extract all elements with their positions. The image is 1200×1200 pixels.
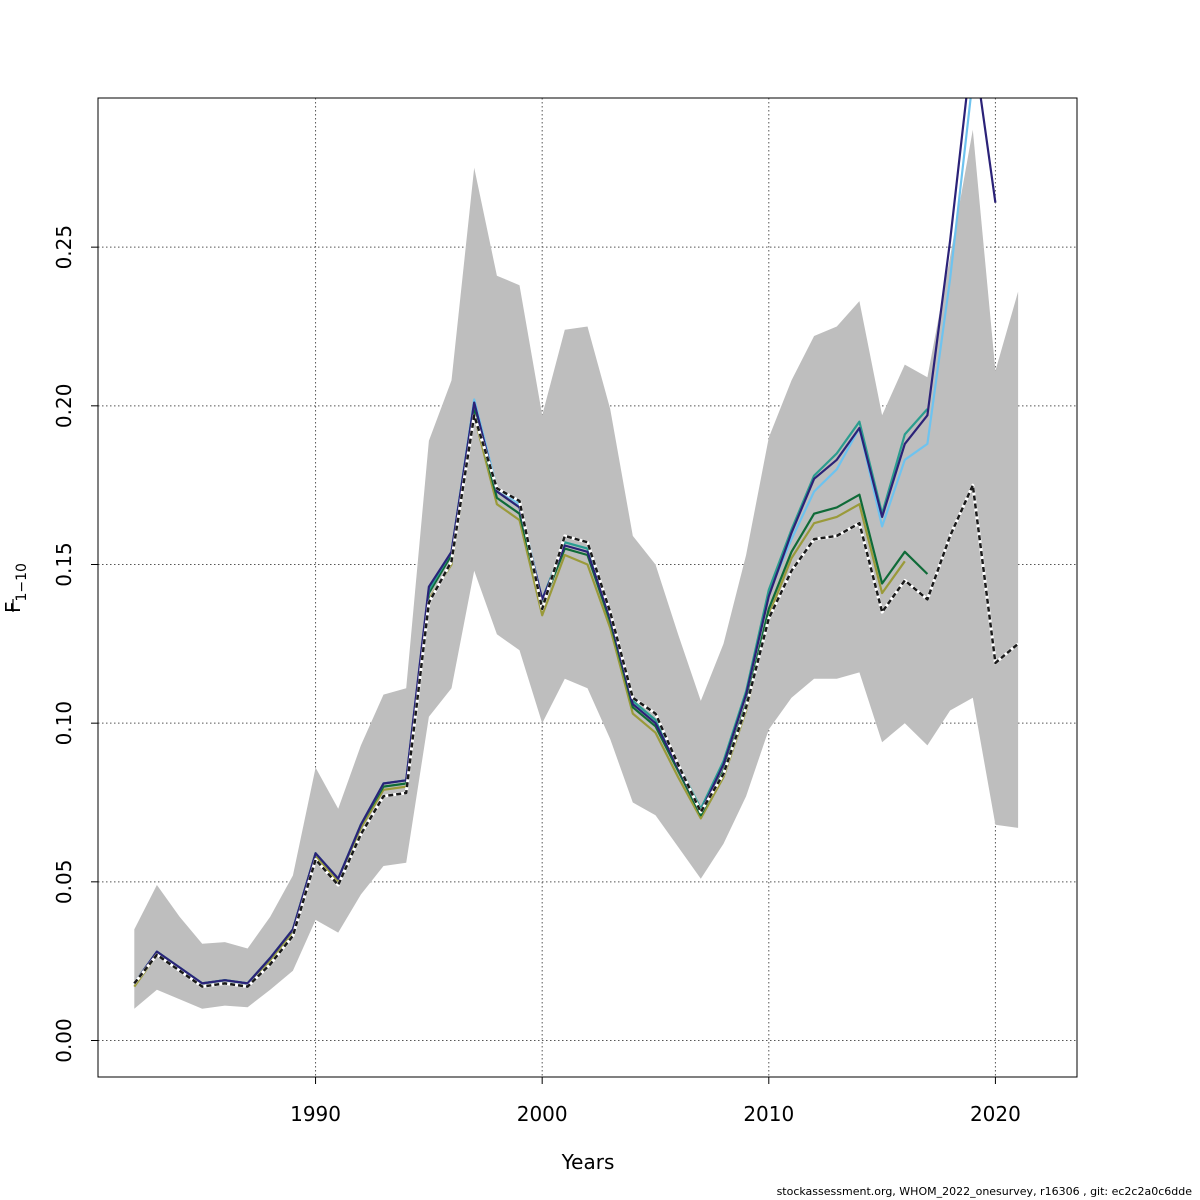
y-tick-label: 0.20: [52, 384, 76, 429]
x-axis-title: Years: [561, 1150, 615, 1174]
series-line: [133, 98, 997, 985]
y-axis: 0.00 0.05 0.10 0.15 0.20 0.25: [52, 225, 98, 1063]
svg-text:F1−10: F1−10: [1, 563, 30, 613]
y-axis-title-main: F: [1, 601, 25, 613]
confidence-band: [134, 129, 1019, 1009]
y-tick-label: 0.05: [52, 860, 76, 905]
x-axis: 1990 2000 2010 2020: [290, 1077, 1021, 1126]
y-axis-title: F1−10: [1, 563, 30, 613]
plot-frame: [97, 97, 1078, 1078]
y-tick-label: 0.25: [52, 225, 76, 270]
confidence-band-layer: [134, 129, 1019, 1009]
y-axis-title-sub: 1−10: [14, 563, 30, 601]
x-tick-label: 2010: [743, 1102, 794, 1126]
y-tick-label: 0.00: [52, 1018, 76, 1063]
x-tick-label: 2020: [970, 1102, 1021, 1126]
x-tick-label: 2000: [517, 1102, 568, 1126]
series-line-dashed: [133, 414, 1019, 988]
series-layer: [133, 98, 1020, 989]
x-tick-label: 1990: [290, 1102, 341, 1126]
y-tick-label: 0.15: [52, 542, 76, 587]
footer-credit: stockassessment.org, WHOM_2022_onesurvey…: [776, 1185, 1192, 1198]
y-tick-label: 0.10: [52, 701, 76, 746]
